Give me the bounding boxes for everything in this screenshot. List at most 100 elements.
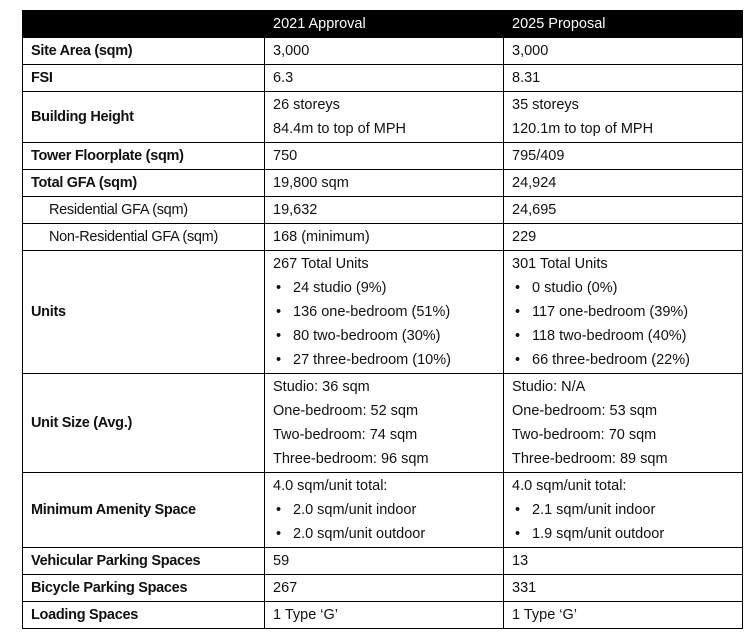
row-label: Non-Residential GFA (sqm) <box>22 223 265 251</box>
cell: 168 (minimum) <box>264 223 504 251</box>
cell-line: 19,800 sqm <box>273 175 349 191</box>
cell-line: 35 storeys <box>512 97 579 113</box>
cell-line: One-bedroom: 53 sqm <box>512 403 658 419</box>
cell-line: Studio: 36 sqm <box>273 379 370 395</box>
cell-line: 331 <box>512 580 537 596</box>
cell-line: 84.4m to top of MPH <box>273 121 406 137</box>
bullet-item: 2.0 sqm/unit indoor <box>273 498 495 522</box>
table-row: Loading Spaces 1 Type ‘G’ 1 Type ‘G’ <box>22 601 743 629</box>
cell: 795/409 <box>503 142 743 170</box>
bullet-item: 136 one-bedroom (51%) <box>273 300 495 324</box>
cell-line: 795/409 <box>512 148 565 164</box>
header-cell: 2025 Proposal <box>503 10 743 38</box>
cell-line: 168 (minimum) <box>273 229 370 245</box>
cell-line: 24,924 <box>512 175 557 191</box>
cell-line: 19,632 <box>273 202 318 218</box>
cell: 3,000 <box>264 37 504 65</box>
cell-line: Two-bedroom: 74 sqm <box>273 427 418 443</box>
cell: 8.31 <box>503 64 743 92</box>
table-row: Residential GFA (sqm) 19,632 24,695 <box>22 196 743 224</box>
bullet-item: 80 two-bedroom (30%) <box>273 324 495 348</box>
row-label: Residential GFA (sqm) <box>22 196 265 224</box>
cell: 24,695 <box>503 196 743 224</box>
cell: 1 Type ‘G’ <box>264 601 504 629</box>
table-row: Total GFA (sqm) 19,800 sqm 24,924 <box>22 169 743 197</box>
row-label: FSI <box>22 64 265 92</box>
bullet-item: 118 two-bedroom (40%) <box>512 324 734 348</box>
header-cell <box>22 10 265 38</box>
cell-line: 59 <box>273 553 290 569</box>
cell: 267 <box>264 574 504 602</box>
row-label: Minimum Amenity Space <box>22 472 265 548</box>
cell-line: 750 <box>273 148 298 164</box>
bullet-item: 2.1 sqm/unit indoor <box>512 498 734 522</box>
cell: 267 Total Units 24 studio (9%)136 one-bed… <box>264 250 504 374</box>
row-label: Units <box>22 250 265 374</box>
row-label: Tower Floorplate (sqm) <box>22 142 265 170</box>
cell-line: 24,695 <box>512 202 557 218</box>
bullet-item: 117 one-bedroom (39%) <box>512 300 734 324</box>
cell: 6.3 <box>264 64 504 92</box>
cell-line: 120.1m to top of MPH <box>512 121 654 137</box>
cell-line: 8.31 <box>512 70 541 86</box>
bullet-item: 2.0 sqm/unit outdoor <box>273 522 495 546</box>
table-body: Site Area (sqm) 3,000 3,000 FSI 6.3 8.31 Build… <box>22 37 743 629</box>
table-row: FSI 6.3 8.31 <box>22 64 743 92</box>
cell-line: 13 <box>512 553 529 569</box>
row-label: Loading Spaces <box>22 601 265 629</box>
bullet-item: 24 studio (9%) <box>273 276 495 300</box>
cell: 35 storeys 120.1m to top of MPH <box>503 91 743 143</box>
cell: 4.0 sqm/unit total: 2.1 sqm/unit indoor1.… <box>503 472 743 548</box>
table-row: Vehicular Parking Spaces 59 13 <box>22 547 743 575</box>
cell: 19,800 sqm <box>264 169 504 197</box>
cell-line: 1 Type ‘G’ <box>512 607 578 623</box>
bullet-item: 66 three-bedroom (22%) <box>512 348 734 372</box>
cell-line: 3,000 <box>273 43 310 59</box>
table-row: Non-Residential GFA (sqm) 168 (minimum) 22… <box>22 223 743 251</box>
header-cell: 2021 Approval <box>264 10 504 38</box>
cell-line: 4.0 sqm/unit total: <box>273 478 388 494</box>
row-label: Bicycle Parking Spaces <box>22 574 265 602</box>
bullet-item: 1.9 sqm/unit outdoor <box>512 522 734 546</box>
cell: 750 <box>264 142 504 170</box>
cell: 3,000 <box>503 37 743 65</box>
cell-line: 6.3 <box>273 70 294 86</box>
row-label: Total GFA (sqm) <box>22 169 265 197</box>
table-row: Site Area (sqm) 3,000 3,000 <box>22 37 743 65</box>
cell-line: Studio: N/A <box>512 379 586 395</box>
cell: 4.0 sqm/unit total: 2.0 sqm/unit indoor2.… <box>264 472 504 548</box>
row-label: Site Area (sqm) <box>22 37 265 65</box>
row-label: Vehicular Parking Spaces <box>22 547 265 575</box>
comparison-table: 2021 Approval 2025 Proposal Site Area (s… <box>22 10 743 629</box>
cell-line: 301 Total Units <box>512 256 608 272</box>
cell-line: 229 <box>512 229 537 245</box>
table-row: Minimum Amenity Space 4.0 sqm/unit total:… <box>22 472 743 548</box>
cell-line: 267 <box>273 580 298 596</box>
cell: 24,924 <box>503 169 743 197</box>
table-row: Bicycle Parking Spaces 267 331 <box>22 574 743 602</box>
cell-line: 267 Total Units <box>273 256 369 272</box>
cell: 26 storeys 84.4m to top of MPH <box>264 91 504 143</box>
cell: Studio: 36 sqm One-bedroom: 52 sqm Two-bed… <box>264 373 504 473</box>
cell-line: Two-bedroom: 70 sqm <box>512 427 657 443</box>
bullet-item: 0 studio (0%) <box>512 276 734 300</box>
cell-line: 26 storeys <box>273 97 340 113</box>
bullet-item: 27 three-bedroom (10%) <box>273 348 495 372</box>
cell: 229 <box>503 223 743 251</box>
table-row: Tower Floorplate (sqm) 750 795/409 <box>22 142 743 170</box>
cell: Studio: N/A One-bedroom: 53 sqm Two-bedroo… <box>503 373 743 473</box>
cell: 1 Type ‘G’ <box>503 601 743 629</box>
row-label: Unit Size (Avg.) <box>22 373 265 473</box>
cell-line: 3,000 <box>512 43 549 59</box>
cell: 331 <box>503 574 743 602</box>
table-row: Unit Size (Avg.) Studio: 36 sqm One-bedroo… <box>22 373 743 473</box>
cell: 19,632 <box>264 196 504 224</box>
table-row: Units 267 Total Units 24 studio (9%)136 on… <box>22 250 743 374</box>
header-row: 2021 Approval 2025 Proposal <box>22 10 743 38</box>
cell-line: Three-bedroom: 89 sqm <box>512 451 668 467</box>
cell-line: 4.0 sqm/unit total: <box>512 478 627 494</box>
cell: 13 <box>503 547 743 575</box>
cell-line: 1 Type ‘G’ <box>273 607 339 623</box>
cell: 59 <box>264 547 504 575</box>
